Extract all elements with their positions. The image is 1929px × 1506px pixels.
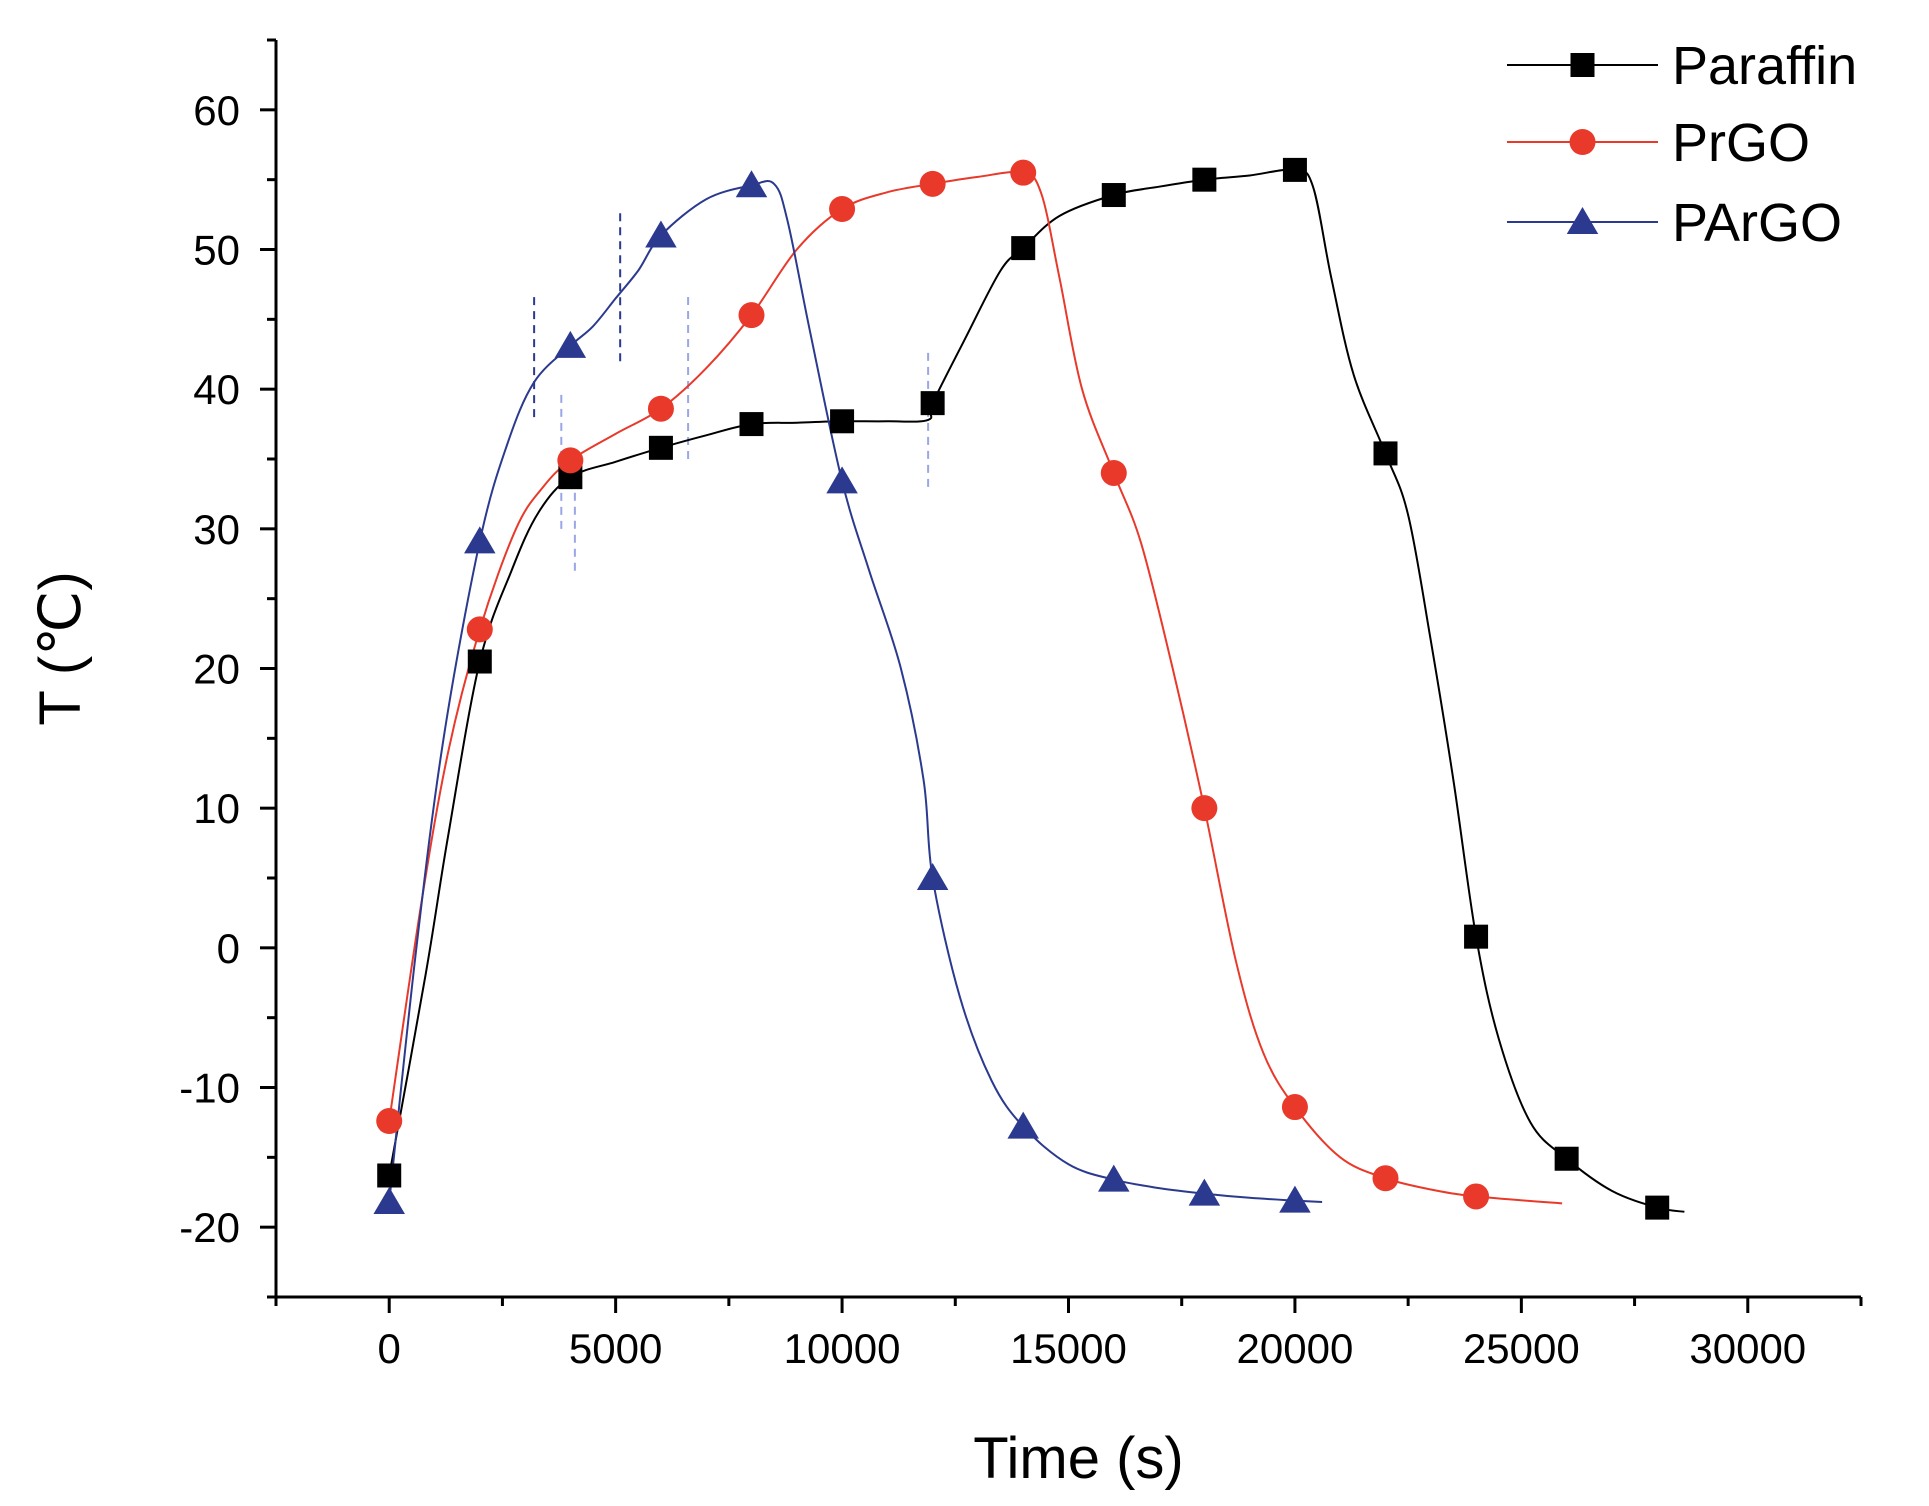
pargo-data-point — [735, 170, 768, 198]
pargo-legend-label: PArGO — [1672, 193, 1842, 253]
paraffin-data-point — [1011, 236, 1036, 261]
paraffin-legend-marker — [1570, 53, 1595, 77]
pargo-data-point — [554, 330, 587, 358]
paraffin-data-point — [830, 409, 855, 434]
x-tick-label: 5000 — [569, 1325, 662, 1372]
paraffin-data-point — [1282, 157, 1307, 182]
dashed-guide-lines — [533, 207, 930, 571]
paraffin-data-point — [1373, 441, 1398, 466]
series-lines — [388, 168, 1685, 1213]
pargo-data-point — [916, 863, 949, 890]
prgo-data-point — [1191, 795, 1218, 822]
prgo-data-point — [647, 395, 674, 422]
pargo-data-point — [1007, 1111, 1039, 1139]
x-tick-label: 0 — [378, 1325, 401, 1372]
prgo-data-point — [557, 447, 584, 474]
prgo-data-point — [1372, 1165, 1399, 1192]
prgo-data-point — [1100, 459, 1127, 486]
x-tick-label: 10000 — [784, 1325, 901, 1372]
paraffin-data-point — [920, 391, 945, 416]
paraffin-legend-label: Paraffin — [1672, 36, 1857, 96]
paraffin-data-point — [739, 412, 764, 437]
prgo-legend-label: PrGO — [1672, 113, 1810, 173]
y-tick-label: -10 — [179, 1065, 240, 1112]
y-tick-label: 10 — [193, 785, 240, 832]
paraffin-data-point — [1464, 924, 1489, 949]
paraffin-data-point — [648, 435, 673, 460]
prgo-data-point — [466, 616, 493, 643]
paraffin-data-point — [1192, 167, 1217, 192]
prgo-series-line — [388, 170, 1563, 1205]
y-tick-label: 40 — [193, 366, 240, 413]
y-tick-label: 0 — [217, 925, 240, 972]
prgo-data-point — [1281, 1094, 1308, 1121]
x-tick-label: 30000 — [1689, 1325, 1806, 1372]
y-tick-label: 60 — [193, 87, 240, 134]
paraffin-data-point — [467, 649, 492, 674]
prgo-data-point — [1010, 159, 1037, 186]
y-tick-label: 50 — [193, 227, 240, 274]
pargo-data-point — [826, 466, 858, 494]
paraffin-data-point — [1554, 1146, 1579, 1171]
paraffin-data-point — [1645, 1195, 1670, 1220]
y-tick-label: -20 — [179, 1204, 240, 1251]
pargo-legend-marker — [1566, 207, 1599, 234]
pargo-series-line — [388, 179, 1323, 1203]
series-markers — [373, 157, 1670, 1220]
y-tick-label: 20 — [193, 646, 240, 693]
prgo-legend-marker — [1569, 129, 1596, 155]
y-tick-label: 30 — [193, 506, 240, 553]
pargo-data-point — [1098, 1164, 1130, 1192]
x-axis-title: Time (s) — [973, 1426, 1183, 1491]
pargo-data-point — [1279, 1185, 1311, 1213]
paraffin-data-point — [1101, 183, 1126, 208]
paraffin-data-point — [377, 1163, 402, 1188]
pargo-data-point — [645, 220, 677, 248]
prgo-data-point — [919, 170, 946, 197]
axes: 0 5000 10000 15000 20000 25000 30000 -20 -10 0 10 2… — [179, 38, 1863, 1372]
x-tick-label: 20000 — [1237, 1325, 1354, 1372]
x-tick-label: 25000 — [1463, 1325, 1580, 1372]
x-tick-label: 15000 — [1010, 1325, 1127, 1372]
prgo-data-point — [1463, 1183, 1490, 1210]
y-axis-title: T (℃) — [28, 571, 93, 725]
pargo-data-point — [464, 526, 496, 554]
pargo-data-point — [373, 1187, 405, 1215]
prgo-data-point — [376, 1108, 403, 1135]
prgo-data-point — [829, 195, 856, 222]
pargo-data-point — [1188, 1178, 1221, 1206]
paraffin-series-line — [388, 168, 1685, 1213]
prgo-data-point — [738, 302, 765, 329]
legend: Paraffin PrGO PArGO — [1507, 36, 1857, 253]
